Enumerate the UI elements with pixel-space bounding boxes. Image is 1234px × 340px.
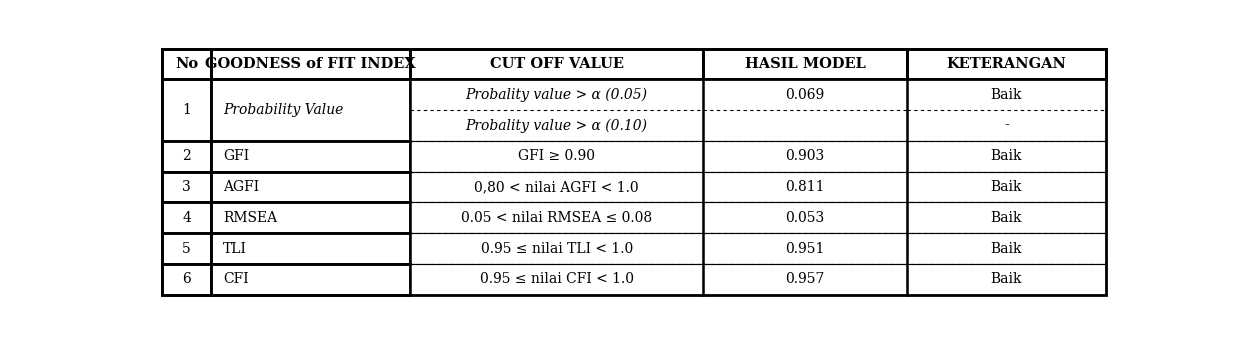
Bar [703,49,907,80]
Bar [907,49,1106,80]
Text: 0.069: 0.069 [786,88,824,102]
Bar [703,264,907,295]
Text: 4: 4 [183,211,191,225]
Text: Probality value > α (0.10): Probality value > α (0.10) [465,118,648,133]
Text: 1: 1 [183,103,191,117]
Text: 0.951: 0.951 [786,242,824,256]
Bar [410,141,703,172]
Text: 0,80 < nilai AGFI < 1.0: 0,80 < nilai AGFI < 1.0 [474,180,639,194]
Text: CUT OFF VALUE: CUT OFF VALUE [490,57,623,71]
Text: Baik: Baik [991,272,1022,286]
Bar [162,202,211,233]
Text: Baik: Baik [991,242,1022,256]
Text: 0.811: 0.811 [786,180,826,194]
Bar [162,264,211,295]
Text: -: - [1004,119,1008,133]
Text: CFI: CFI [223,272,249,286]
Text: RMSEA: RMSEA [223,211,278,225]
Bar [211,141,410,172]
Bar [162,141,211,172]
Text: 0.05 < nilai RMSEA ≤ 0.08: 0.05 < nilai RMSEA ≤ 0.08 [462,211,653,225]
Text: GFI: GFI [223,149,249,163]
Bar [703,172,907,202]
Bar [907,233,1106,264]
Bar [211,172,410,202]
Text: Baik: Baik [991,211,1022,225]
Text: KETERANGAN: KETERANGAN [946,57,1066,71]
Bar [410,233,703,264]
Text: Baik: Baik [991,180,1022,194]
Bar [703,202,907,233]
Bar [410,80,703,141]
Text: No: No [175,57,199,71]
Text: 2: 2 [183,149,191,163]
Text: HASIL MODEL: HASIL MODEL [745,57,866,71]
Bar [162,49,211,80]
Bar [211,49,410,80]
Bar [907,141,1106,172]
Bar [907,202,1106,233]
Text: Probality value > α (0.05): Probality value > α (0.05) [465,88,648,102]
Text: TLI: TLI [223,242,247,256]
Bar [211,80,410,141]
Bar [907,264,1106,295]
Text: 3: 3 [183,180,191,194]
Bar [703,80,907,141]
Bar [907,80,1106,141]
Text: 0.903: 0.903 [786,149,824,163]
Text: 0.95 ≤ nilai CFI < 1.0: 0.95 ≤ nilai CFI < 1.0 [480,272,634,286]
Text: 0.957: 0.957 [786,272,824,286]
Text: AGFI: AGFI [223,180,259,194]
Text: Baik: Baik [991,88,1022,102]
Bar [410,172,703,202]
Bar [162,80,211,141]
Bar [162,172,211,202]
Text: Baik: Baik [991,149,1022,163]
Text: 6: 6 [183,272,191,286]
Bar [703,141,907,172]
Text: 0.053: 0.053 [786,211,824,225]
Text: 0.95 ≤ nilai TLI < 1.0: 0.95 ≤ nilai TLI < 1.0 [480,242,633,256]
Bar [410,264,703,295]
Bar [162,233,211,264]
Bar [410,202,703,233]
Bar [211,202,410,233]
Text: Probability Value: Probability Value [223,103,343,117]
Text: GFI ≥ 0.90: GFI ≥ 0.90 [518,149,595,163]
Text: 5: 5 [183,242,191,256]
Bar [211,264,410,295]
Bar [703,233,907,264]
Text: GOODNESS of FIT INDEX: GOODNESS of FIT INDEX [205,57,416,71]
Bar [211,233,410,264]
Bar [410,49,703,80]
Bar [907,172,1106,202]
